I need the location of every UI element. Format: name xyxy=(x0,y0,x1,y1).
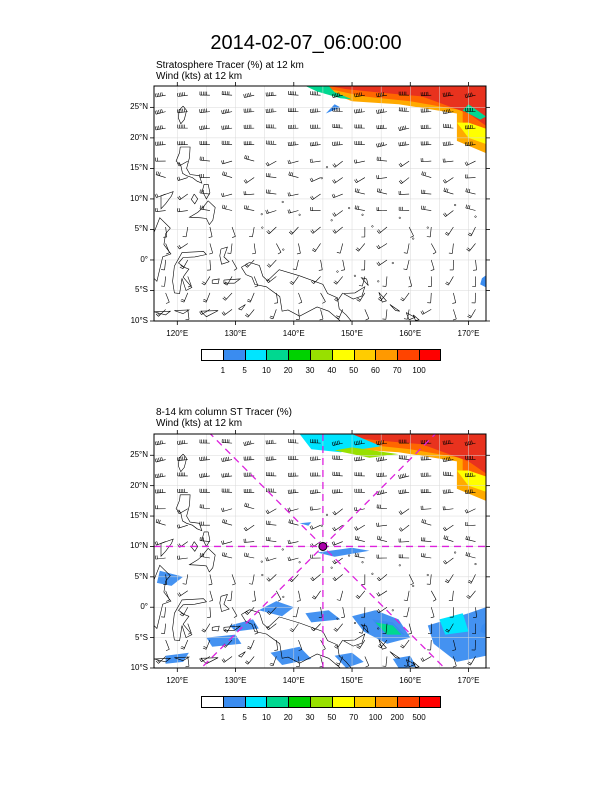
colorbar-label: 20 xyxy=(283,713,293,722)
colorbar-swatch xyxy=(266,696,289,708)
colorbar-label: 40 xyxy=(327,366,337,375)
colorbar-label: 10 xyxy=(261,713,271,722)
colorbar-label: 5 xyxy=(242,366,247,375)
lon-tick-label: 150°E xyxy=(341,676,363,685)
colorbar-swatch xyxy=(375,696,398,708)
lon-tick-label: 140°E xyxy=(282,676,305,685)
colorbar-swatch xyxy=(309,696,332,708)
colorbar-swatch xyxy=(353,696,376,708)
panel-bottom-title-line1: 8-14 km column ST Tracer (%) xyxy=(156,407,292,418)
colorbar-swatch xyxy=(418,349,441,361)
lat-tick-label: 5°N xyxy=(134,224,148,234)
colorbar-swatch xyxy=(201,349,223,361)
lat-tick-label: 5°N xyxy=(134,571,148,581)
colorbar-swatch xyxy=(418,696,441,708)
page-title: 2014-02-07_06:00:00 xyxy=(210,32,402,54)
colorbar-label: 70 xyxy=(392,366,402,375)
colorbar xyxy=(201,696,441,708)
colorbar-label: 100 xyxy=(368,713,383,722)
colorbar-label: 5 xyxy=(242,713,247,722)
panel-top-title-line1: Stratosphere Tracer (%) at 12 km xyxy=(156,60,304,71)
colorbar-label: 20 xyxy=(283,366,293,375)
lon-tick-label: 120°E xyxy=(166,329,189,338)
lat-tick-label: 10°N xyxy=(130,193,148,203)
colorbar-swatch xyxy=(201,696,223,708)
colorbar-swatch xyxy=(288,696,310,708)
colorbar-swatch xyxy=(331,696,354,708)
colorbar-label: 1 xyxy=(220,713,226,722)
panel-bottom-title-line2: Wind (kts) at 12 km xyxy=(156,418,243,429)
center-marker xyxy=(318,541,328,551)
colorbar-label: 1 xyxy=(220,366,226,375)
lon-tick-label: 120°E xyxy=(166,676,189,685)
colorbar-label: 100 xyxy=(412,366,426,375)
lon-tick-label: 160°E xyxy=(399,329,422,338)
lat-tick-label: 5°S xyxy=(135,285,148,295)
lat-tick-label: 25°N xyxy=(130,102,148,112)
lon-tick-label: 170°E xyxy=(457,329,480,338)
colorbar-swatch xyxy=(244,349,267,361)
colorbar-label: 50 xyxy=(327,713,337,722)
colorbar-swatch xyxy=(353,349,376,361)
lon-tick-label: 170°E xyxy=(457,676,480,685)
lat-tick-label: 15°N xyxy=(130,163,148,173)
panel-top-title-line2: Wind (kts) at 12 km xyxy=(156,71,243,82)
map-frame xyxy=(153,85,487,322)
coastlines xyxy=(154,453,477,668)
lat-tick-label: 25°N xyxy=(130,450,148,460)
lon-tick-label: 130°E xyxy=(224,329,247,338)
colorbar xyxy=(201,349,441,361)
lat-tick-label: 20°N xyxy=(130,132,148,142)
lat-tick-label: 10°N xyxy=(130,541,148,551)
colorbar-label: 70 xyxy=(349,713,359,722)
colorbar-swatch xyxy=(375,349,398,361)
colorbar-swatch xyxy=(222,349,245,361)
lon-tick-label: 160°E xyxy=(399,676,422,685)
colorbar-label: 500 xyxy=(412,713,426,722)
lat-tick-label: 10°S xyxy=(130,663,148,672)
lat-tick-label: 5°S xyxy=(135,632,148,642)
lat-tick-label: 10°S xyxy=(130,316,148,325)
colorbar-swatch xyxy=(309,349,332,361)
lat-tick-label: 20°N xyxy=(130,480,148,490)
lon-tick-label: 130°E xyxy=(224,676,247,685)
colorbar-swatch xyxy=(222,696,245,708)
wind-barbs xyxy=(154,91,477,321)
colorbar-swatch xyxy=(244,696,267,708)
colorbar-swatch xyxy=(266,349,289,361)
colorbar-swatch xyxy=(397,349,419,361)
colorbar-swatch xyxy=(397,696,419,708)
colorbar-label: 10 xyxy=(261,366,271,375)
lat-tick-label: 0° xyxy=(140,254,148,264)
colorbar-label: 50 xyxy=(349,366,359,375)
lat-tick-label: 15°N xyxy=(130,511,148,521)
colorbar-label: 30 xyxy=(305,713,315,722)
colorbar-label: 60 xyxy=(370,366,380,375)
lon-tick-label: 140°E xyxy=(282,329,305,338)
lat-tick-label: 0° xyxy=(140,602,148,612)
colorbar-swatch xyxy=(331,349,354,361)
colorbar-label: 30 xyxy=(305,366,315,375)
colorbar-swatch xyxy=(288,349,310,361)
map-frame xyxy=(153,433,487,669)
coastlines xyxy=(154,105,477,321)
colorbar-label: 200 xyxy=(390,713,404,722)
lon-tick-label: 150°E xyxy=(341,329,363,338)
